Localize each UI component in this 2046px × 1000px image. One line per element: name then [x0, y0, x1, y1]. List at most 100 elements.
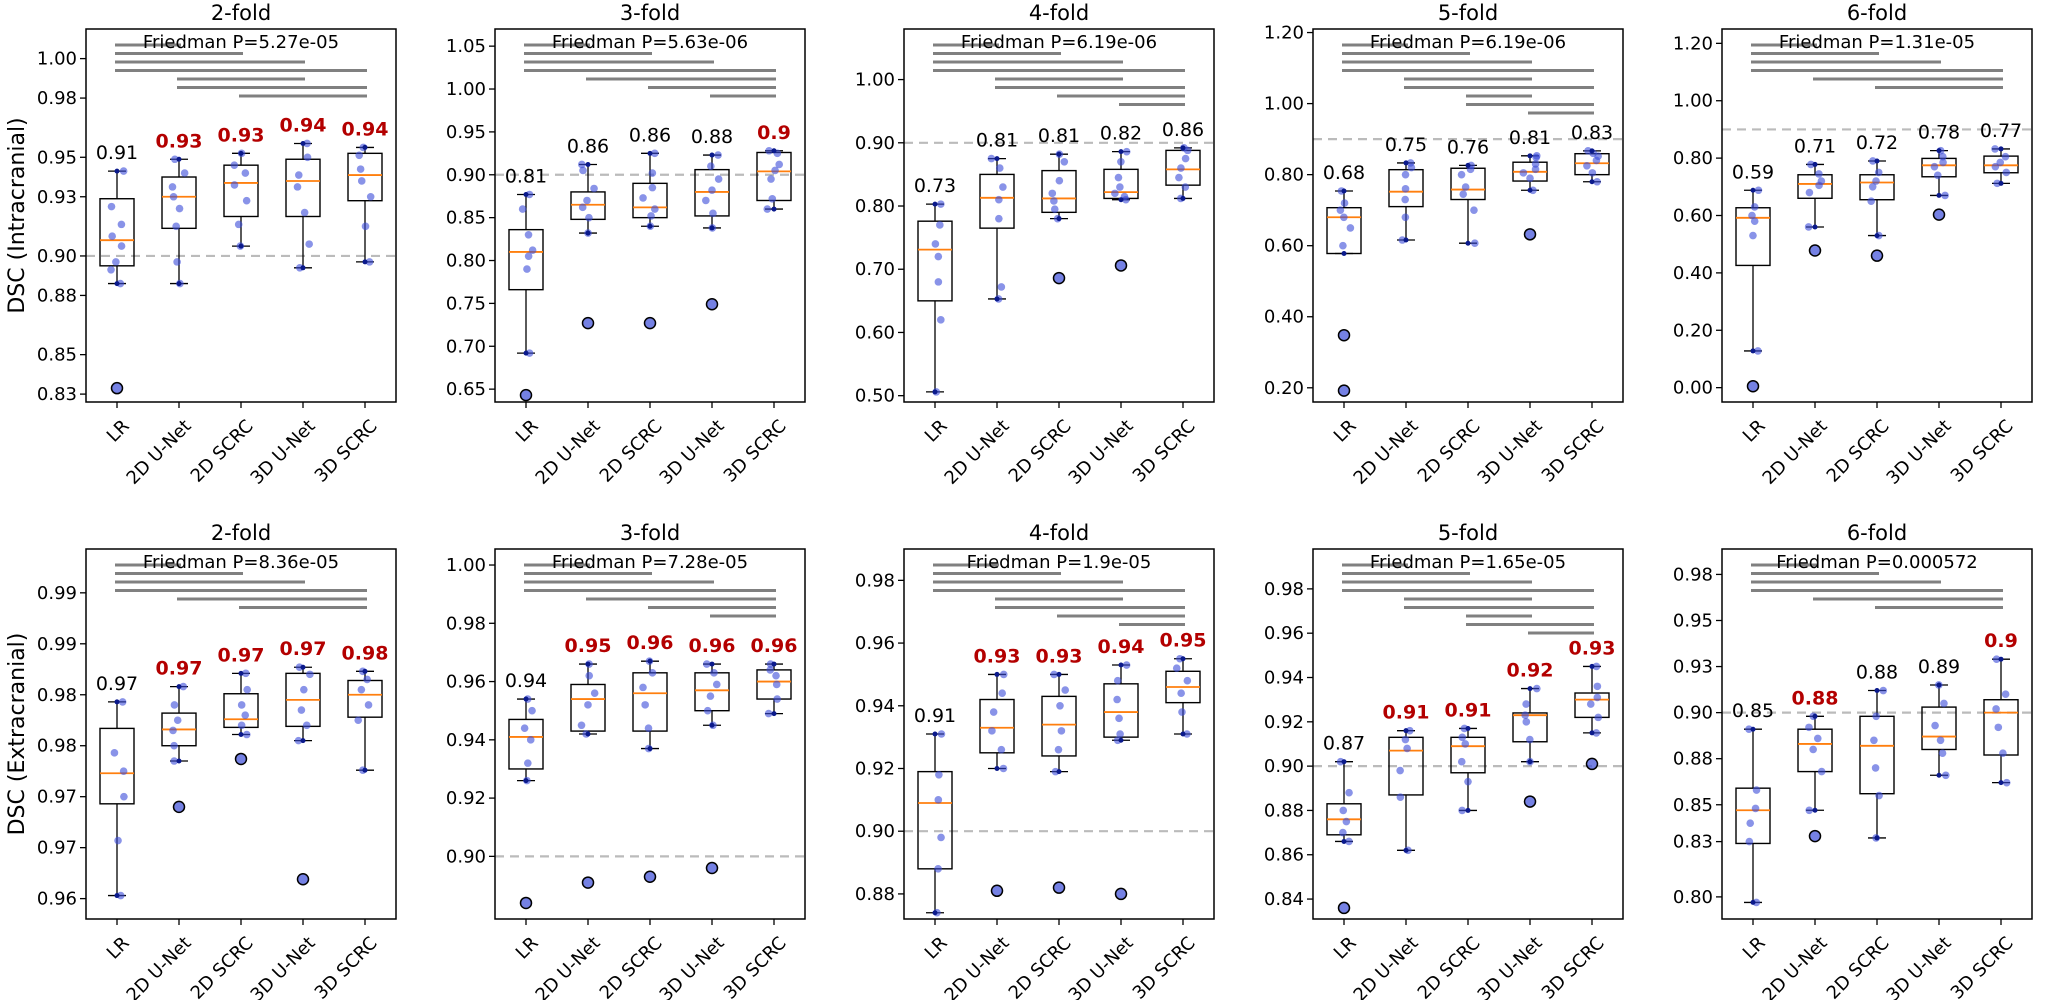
data-point [1991, 145, 1999, 153]
median-value-label: 0.71 [1794, 135, 1836, 157]
data-point [1939, 152, 1947, 161]
data-point [590, 184, 598, 193]
data-point [1588, 169, 1597, 177]
data-point [1745, 837, 1754, 846]
data-point [1177, 689, 1185, 698]
data-point [523, 265, 531, 273]
axes-frame [1721, 28, 2033, 403]
data-point [1804, 223, 1813, 231]
x-tick-label: LR [512, 933, 543, 964]
data-point [1875, 791, 1883, 800]
y-tick-label: 0.85 [446, 208, 486, 229]
y-tick-label: 0.98 [37, 685, 77, 706]
y-tick-label: 0.92 [855, 758, 895, 779]
box-lr [917, 730, 953, 917]
whisker-end-marker [114, 699, 120, 705]
data-point [1594, 713, 1603, 722]
median-value-label: 0.97 [156, 658, 203, 680]
data-point [356, 165, 365, 173]
whisker-end-marker [994, 765, 1000, 771]
x-tick-label: 2D U-Net [1759, 933, 1832, 1000]
data-point [995, 164, 1004, 172]
box-lr [1326, 757, 1362, 915]
whisker-end-marker [932, 201, 938, 207]
y-tick-label: 0.83 [1673, 832, 1713, 853]
box-2d-scrc [223, 669, 259, 766]
whisker-end-marker [1056, 216, 1062, 222]
median-value-label: 0.89 [1918, 656, 1960, 678]
outlier-point [1052, 271, 1066, 285]
box-2d-u-net [570, 160, 606, 330]
box-3d-scrc [1983, 145, 2019, 188]
whisker-end-marker [1341, 759, 1347, 765]
data-point [764, 709, 773, 718]
y-tick-label: 0.50 [855, 386, 895, 407]
data-point [708, 186, 716, 195]
data-point [1054, 745, 1063, 754]
chart-panel: 2-fold 0.96 0.97 0.97 0.98 0.98 0.99 0.99 0.97 LR… [37, 521, 397, 1000]
data-point [1113, 695, 1121, 704]
outlier-point [1746, 379, 1760, 393]
panel-title: 2-fold [211, 521, 271, 545]
data-point [355, 151, 364, 160]
median-value-label: 0.81 [976, 130, 1018, 152]
y-tick-label: 1.20 [1673, 33, 1713, 54]
data-point [1817, 177, 1826, 185]
data-point [775, 160, 784, 169]
data-point [1050, 670, 1058, 679]
data-point [1939, 158, 1947, 167]
friedman-p-value: Friedman P=0.000572 [1776, 552, 1977, 573]
whisker-end-marker [1750, 187, 1756, 193]
median-value-label: 0.85 [1732, 700, 1774, 722]
whisker-end-marker [176, 156, 182, 162]
data-point [1457, 170, 1466, 179]
data-point [119, 167, 128, 175]
axes-frame [1312, 548, 1624, 920]
data-point [1941, 771, 1950, 780]
y-tick-label: 0.94 [1264, 668, 1304, 689]
panel-title: 6-fold [1847, 1, 1907, 25]
data-point [1471, 239, 1479, 248]
data-point [2002, 168, 2011, 177]
data-point [1117, 157, 1125, 166]
box-3d-u-net [1103, 661, 1139, 901]
whisker-end-marker [1998, 656, 2004, 662]
data-point [648, 669, 657, 677]
median-value-label: 0.81 [1038, 125, 1080, 147]
box-2d-u-net [161, 682, 197, 814]
data-point [520, 724, 529, 732]
box-iqr [1041, 169, 1077, 214]
box-2d-scrc [1041, 670, 1077, 894]
whisker-end-marker [709, 152, 715, 158]
chart-panel: 4-fold 0.88 0.90 0.92 0.94 0.96 0.98 0.91 LR 0.93… [855, 521, 1215, 1000]
data-point [709, 209, 717, 218]
median-value-label: 0.72 [1856, 132, 1898, 154]
data-point [1807, 160, 1815, 169]
data-point [995, 195, 1003, 204]
data-point [300, 685, 308, 694]
whisker-end-marker [362, 767, 368, 773]
median-value-label: 0.94 [280, 114, 327, 136]
outlier-point [705, 861, 719, 875]
box-iqr [1450, 167, 1486, 201]
whisker-end-marker [1056, 671, 1062, 677]
x-tick-label: 3D U-Net [1883, 416, 1956, 489]
median-value-label: 0.93 [156, 130, 203, 152]
whisker-end-marker [1465, 240, 1471, 246]
whisker-end-marker [1180, 731, 1186, 737]
outlier-point [1808, 829, 1822, 843]
box-iqr [508, 228, 544, 291]
data-point [998, 689, 1006, 698]
box-3d-scrc [347, 667, 383, 774]
data-point [1461, 740, 1470, 748]
data-point [1396, 793, 1405, 801]
data-point [639, 194, 647, 202]
data-point [1992, 655, 2001, 663]
whisker-end-marker [647, 223, 653, 229]
data-point [305, 240, 313, 248]
y-tick-label: 1.20 [1264, 23, 1304, 44]
panel-title: 5-fold [1438, 521, 1498, 545]
y-tick-label: 0.94 [446, 730, 486, 751]
whisker-end-marker [1812, 161, 1818, 167]
row-axis-label: DSC (Intracranial) [5, 117, 30, 313]
